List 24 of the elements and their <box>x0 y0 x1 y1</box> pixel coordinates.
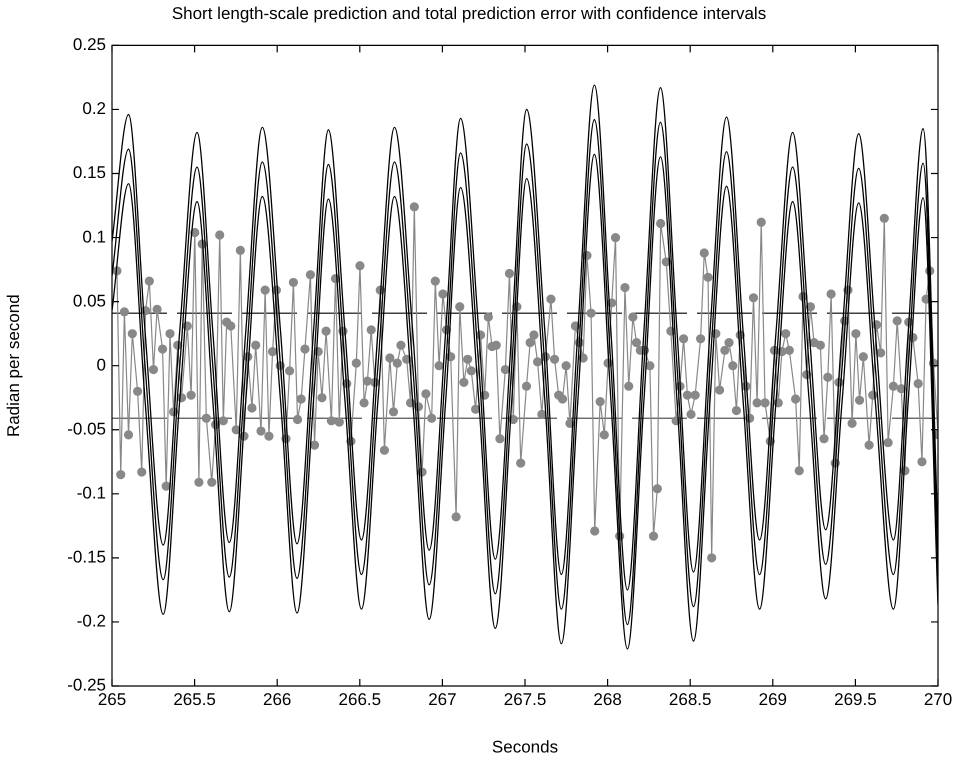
y-tick-label: -0.05 <box>67 419 106 438</box>
y-tick-label: -0.1 <box>76 484 106 503</box>
y-tick-label: -0.15 <box>67 548 106 567</box>
x-tick-label: 269.5 <box>834 690 877 709</box>
y-tick-label: 0.2 <box>82 99 106 118</box>
y-axis-title: Radian per second <box>4 294 23 438</box>
y-tick-label: 0.25 <box>72 35 106 54</box>
x-tick-label: 265 <box>98 690 126 709</box>
x-tick-label: 268.5 <box>668 690 712 709</box>
y-tick-label: 0.05 <box>72 291 106 310</box>
y-tick-label: 0.1 <box>82 227 106 246</box>
x-tick-label: 266 <box>263 690 292 709</box>
chart-title: Short length-scale prediction and total prediction error with confidence intervals <box>172 4 766 23</box>
y-tick-label: 0 <box>96 355 106 374</box>
x-tick-label: 268 <box>593 690 622 709</box>
x-tick-label: 267.5 <box>504 690 546 709</box>
x-tick-label: 267 <box>428 690 457 709</box>
x-tick-label: 266.5 <box>338 690 382 709</box>
x-axis-title: Seconds <box>492 737 558 756</box>
y-tick-label: 0.15 <box>72 163 106 182</box>
x-tick-label: 269 <box>758 690 787 709</box>
y-tick-label: -0.2 <box>76 612 106 631</box>
x-tick-label: 265.5 <box>173 690 216 709</box>
x-tick-label: 270 <box>924 690 952 709</box>
